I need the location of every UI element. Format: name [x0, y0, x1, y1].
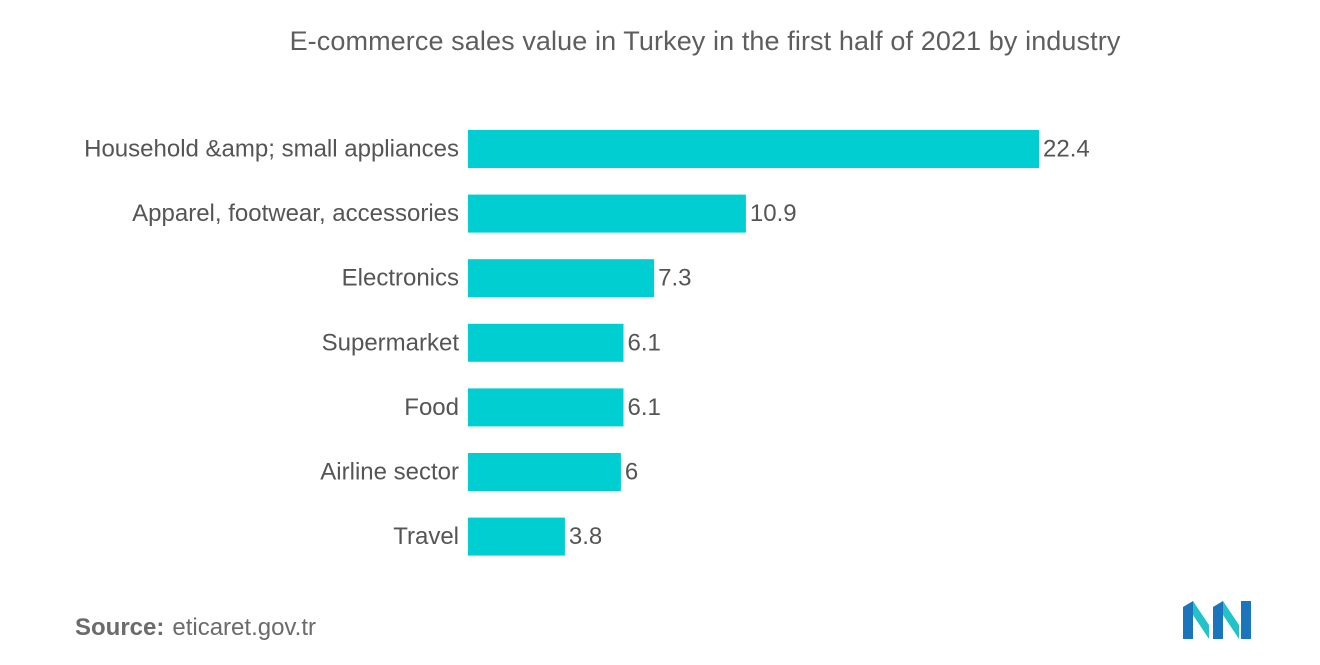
bar: [468, 194, 746, 233]
mordor-intelligence-logo-icon: [1183, 601, 1251, 639]
source-note: Source: eticaret.gov.tr: [75, 614, 316, 642]
value-label: 7.3: [658, 265, 691, 292]
value-label: 22.4: [1043, 136, 1090, 163]
value-label: 6: [625, 459, 638, 486]
logo-diagonal-1: [1193, 601, 1209, 639]
bar: [468, 130, 1039, 168]
logo-diagonal-2: [1223, 601, 1239, 639]
bar: [468, 453, 621, 491]
value-label: 6.1: [628, 394, 661, 421]
value-label: 3.8: [569, 523, 602, 550]
logo-middle-stroke: [1213, 601, 1223, 639]
value-label: 6.1: [628, 329, 661, 356]
value-label: 10.9: [750, 200, 797, 227]
category-label: Supermarket: [322, 329, 460, 356]
category-label: Travel: [393, 523, 459, 550]
bar: [468, 517, 565, 556]
category-label: Food: [404, 394, 459, 421]
logo-right-stroke: [1241, 601, 1251, 639]
bar: [468, 388, 624, 427]
category-label: Airline sector: [320, 459, 459, 486]
bar: [468, 259, 655, 298]
category-label: Household &amp; small appliances: [84, 136, 459, 163]
category-label: Apparel, footwear, accessories: [132, 200, 459, 227]
logo-left-stroke: [1183, 601, 1193, 639]
source-label: Source:: [75, 614, 165, 641]
source-text: eticaret.gov.tr: [172, 614, 316, 641]
bar-chart: Household &amp; small appliances 22.4 Appa…: [84, 130, 1090, 556]
category-label: Electronics: [342, 265, 459, 292]
chart-title: E-commerce sales value in Turkey in the …: [289, 26, 1121, 56]
bar: [468, 323, 624, 362]
